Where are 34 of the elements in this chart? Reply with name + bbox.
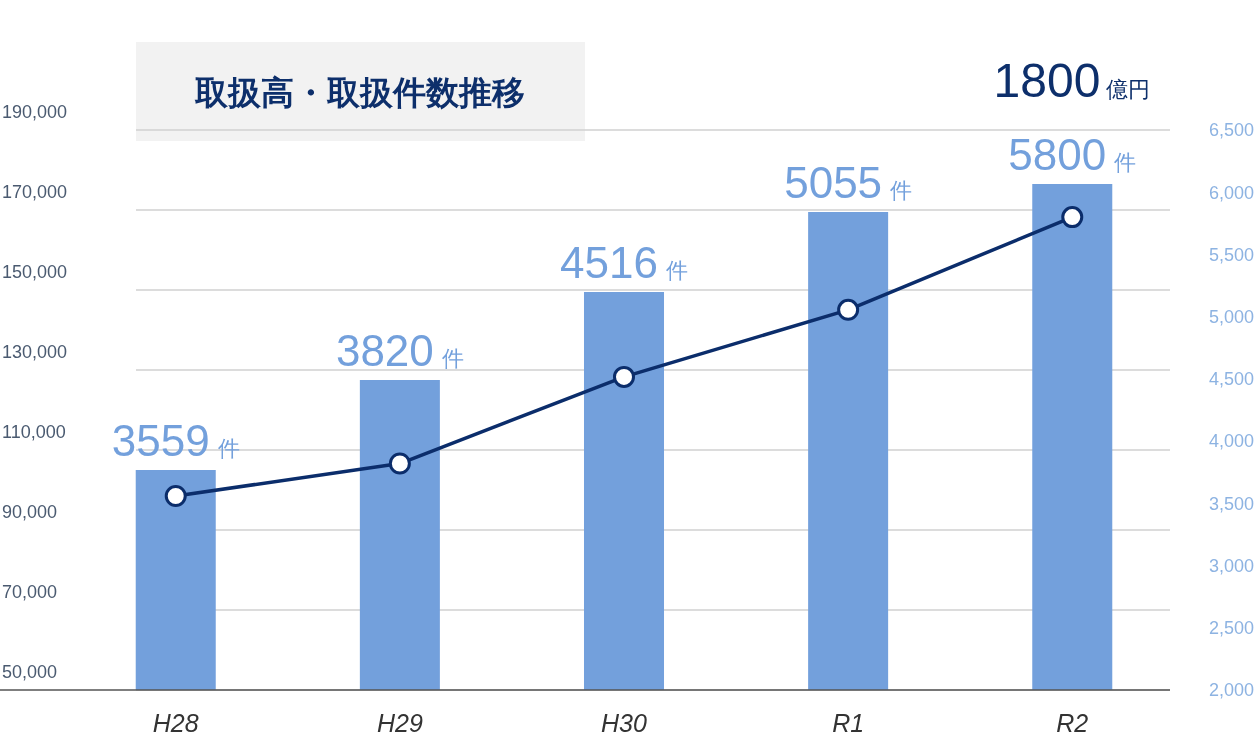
y-tick-label: 130,000	[2, 342, 68, 362]
y2-tick-label: 6,500	[1208, 120, 1254, 141]
y-tick-label: 90,000	[2, 502, 58, 522]
data-label: 3559 件	[111, 416, 240, 465]
point	[613, 365, 635, 388]
x-tick-label: R2	[1056, 709, 1089, 737]
point	[837, 298, 860, 321]
y2-tick-label: 2,000	[1208, 680, 1254, 701]
x-tick-label: R1	[832, 709, 865, 737]
point	[164, 484, 187, 507]
data-label: 5055 件	[784, 158, 913, 207]
data-label: 4516 件	[560, 238, 688, 287]
point	[388, 452, 411, 475]
y-tick-label: 70,000	[2, 582, 58, 602]
y2-tick-label: 5,500	[1208, 244, 1254, 265]
x-tick-label: H30	[601, 709, 648, 737]
x-tick-label: H29	[376, 709, 423, 737]
y-tick-label: 50,000	[2, 662, 58, 682]
chart-title: 取扱高・取扱件数推移	[194, 74, 525, 111]
data-label: 3820 件	[335, 326, 464, 375]
point	[1061, 206, 1084, 229]
y2-tick-label: 6,000	[1208, 182, 1254, 203]
y2-tick-label: 4,000	[1208, 431, 1254, 452]
y-tick-label: 190,000	[2, 102, 68, 122]
y2-tick-label: 3,500	[1208, 493, 1254, 514]
y2-tick-label: 5,000	[1208, 306, 1254, 327]
y2-tick-label: 3,000	[1208, 555, 1254, 576]
y2-tick-label: 4,500	[1208, 369, 1254, 390]
y2-tick-label: 2,500	[1208, 618, 1254, 639]
data-label: 5800 件	[1008, 130, 1137, 179]
x-tick-label: H28	[152, 709, 199, 737]
y-tick-label: 150,000	[2, 262, 68, 282]
y-tick-label: 170,000	[2, 182, 68, 202]
y-tick-label: 110,000	[2, 422, 66, 442]
